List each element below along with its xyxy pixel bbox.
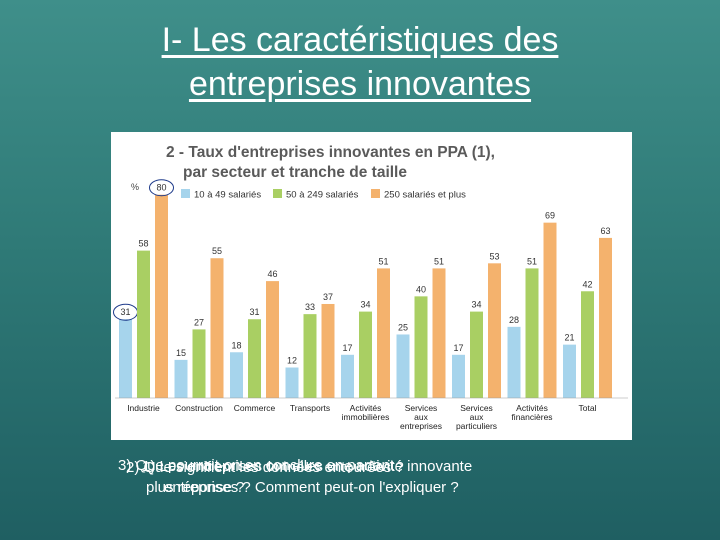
- bar-value-label: 33: [305, 302, 315, 312]
- bar: [507, 326, 521, 398]
- caption-line-4: plus réponse ?: [146, 479, 245, 496]
- bar: [599, 237, 612, 398]
- legend-label: 50 à 249 salariés: [286, 190, 359, 201]
- y-axis-unit: %: [131, 182, 139, 192]
- bar-value-label: 17: [342, 343, 352, 353]
- slide-title: I- Les caractéristiques des entreprises …: [0, 18, 720, 106]
- category-label: financières: [511, 412, 552, 422]
- bar: [414, 296, 428, 398]
- bar-value-label: 42: [582, 279, 592, 289]
- bar: [266, 281, 279, 398]
- chart-title-line2: par secteur et tranche de taille: [183, 164, 407, 181]
- category-label: Construction: [175, 403, 223, 413]
- bar: [581, 291, 594, 398]
- bar: [285, 367, 299, 398]
- bar-value-label: 58: [138, 239, 148, 249]
- bar: [377, 268, 390, 398]
- legend: 10 à 49 salariés 50 à 249 salariés 250 sal…: [181, 189, 466, 201]
- bar: [303, 314, 317, 398]
- bar-value-label: 17: [453, 343, 463, 353]
- category-label: aux: [414, 412, 428, 422]
- category-label: Total: [579, 403, 597, 413]
- bar: [321, 303, 335, 398]
- bar-value-label: 18: [231, 340, 241, 350]
- category-label: Industrie: [127, 403, 160, 413]
- bar-value-label: 55: [212, 246, 222, 256]
- category-label: Activités: [350, 403, 382, 413]
- bar: [525, 268, 539, 398]
- bar-value-label: 25: [398, 322, 408, 332]
- bar: [488, 263, 501, 398]
- category-label: Commerce: [234, 403, 276, 413]
- bar-value-label: 34: [471, 300, 481, 310]
- legend-label: 10 à 49 salariés: [194, 190, 261, 201]
- bar-value-label: 40: [416, 284, 426, 294]
- category-label: Transports: [290, 403, 330, 413]
- bar-value-label: 28: [509, 315, 519, 325]
- bar: [563, 344, 576, 398]
- bar: [396, 334, 410, 398]
- category-label: immobilières: [342, 412, 390, 422]
- bar: [174, 359, 188, 398]
- bar: [192, 329, 206, 398]
- slide-title-line1: I- Les caractéristiques des: [161, 21, 559, 59]
- bar: [432, 268, 446, 398]
- bar-chart: 2 - Taux d'entreprises innovantes en PPA…: [113, 144, 628, 431]
- caption-line-1: 3) Que pourrait-on en conclure en partan…: [118, 457, 394, 474]
- bar-value-label: 51: [434, 256, 444, 266]
- bars-group: 31 58 80 15 27 55 18 31 46 12 33 37 17 34 51 25 40 51 17 34…: [113, 179, 628, 399]
- bar: [155, 194, 168, 398]
- caption-line-5: entreprises ? Comment peut-on l'explique…: [164, 479, 459, 496]
- bar-value-label: 31: [249, 307, 259, 317]
- bar-value-label: 46: [267, 269, 277, 279]
- bar: [341, 354, 354, 398]
- legend-swatch: [181, 189, 190, 198]
- chart-panel: 2 - Taux d'entreprises innovantes en PPA…: [111, 132, 632, 440]
- bar: [543, 222, 557, 398]
- caption-line-2: 2) Que signifient les données entourées …: [126, 459, 404, 476]
- bar: [230, 352, 243, 398]
- bar-value-label: 53: [489, 251, 499, 261]
- bar-value-label: 51: [378, 256, 388, 266]
- caption-line-3: 1) Les entreprises ont-elles une activit…: [142, 458, 473, 475]
- bar: [359, 311, 372, 398]
- bar: [137, 250, 150, 398]
- bar: [470, 311, 483, 398]
- highlight-circle: [149, 179, 174, 197]
- slide-title-line2: entreprises innovantes: [188, 65, 532, 103]
- bar: [210, 258, 224, 398]
- bar-value-label: 51: [527, 256, 537, 266]
- bar-value-label: 63: [600, 226, 610, 236]
- bar-value-label: 21: [564, 333, 574, 343]
- legend-swatch: [273, 189, 282, 198]
- category-label: Services: [460, 403, 493, 413]
- category-label: Services: [405, 403, 438, 413]
- bar: [119, 319, 132, 398]
- category-label: aux: [470, 412, 484, 422]
- bar-value-label: 15: [176, 348, 186, 358]
- category-label: particuliers: [456, 421, 497, 431]
- bar-value-label: 34: [360, 300, 370, 310]
- bar-value-label: 69: [545, 211, 555, 221]
- bar-value-label: 27: [194, 317, 204, 327]
- bar: [452, 354, 465, 398]
- bar-value-label: 12: [287, 356, 297, 366]
- category-label: Activités: [516, 403, 548, 413]
- x-axis-labels: Industrie Construction Commerce Transports A…: [127, 403, 596, 431]
- legend-swatch: [371, 189, 380, 198]
- category-label: entreprises: [400, 421, 442, 431]
- bar-value-label: 37: [323, 292, 333, 302]
- bar-value-label: 80: [156, 183, 166, 193]
- chart-title-line1: 2 - Taux d'entreprises innovantes en PPA…: [166, 144, 495, 161]
- legend-label: 250 salariés et plus: [384, 190, 466, 201]
- bar: [248, 319, 261, 398]
- bar-value-label: 31: [120, 307, 130, 317]
